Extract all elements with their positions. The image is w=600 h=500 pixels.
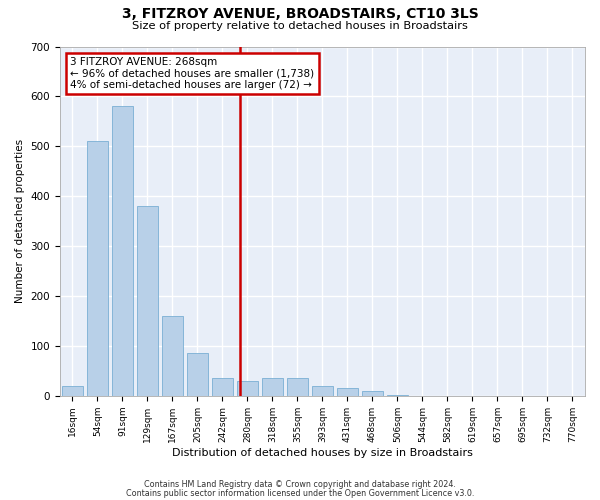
Bar xyxy=(312,386,333,396)
Bar xyxy=(287,378,308,396)
Bar xyxy=(162,316,183,396)
Bar xyxy=(187,354,208,396)
Bar xyxy=(362,391,383,396)
Bar xyxy=(137,206,158,396)
Text: 3 FITZROY AVENUE: 268sqm
← 96% of detached houses are smaller (1,738)
4% of semi: 3 FITZROY AVENUE: 268sqm ← 96% of detach… xyxy=(70,57,314,90)
Text: Contains public sector information licensed under the Open Government Licence v3: Contains public sector information licen… xyxy=(126,489,474,498)
Bar xyxy=(262,378,283,396)
Text: Contains HM Land Registry data © Crown copyright and database right 2024.: Contains HM Land Registry data © Crown c… xyxy=(144,480,456,489)
Bar xyxy=(112,106,133,396)
Bar xyxy=(212,378,233,396)
Bar xyxy=(237,381,258,396)
Bar xyxy=(387,395,408,396)
Bar xyxy=(62,386,83,396)
Bar xyxy=(337,388,358,396)
Text: 3, FITZROY AVENUE, BROADSTAIRS, CT10 3LS: 3, FITZROY AVENUE, BROADSTAIRS, CT10 3LS xyxy=(122,8,478,22)
Y-axis label: Number of detached properties: Number of detached properties xyxy=(15,139,25,303)
Bar xyxy=(87,142,108,396)
Text: Size of property relative to detached houses in Broadstairs: Size of property relative to detached ho… xyxy=(132,21,468,31)
X-axis label: Distribution of detached houses by size in Broadstairs: Distribution of detached houses by size … xyxy=(172,448,473,458)
